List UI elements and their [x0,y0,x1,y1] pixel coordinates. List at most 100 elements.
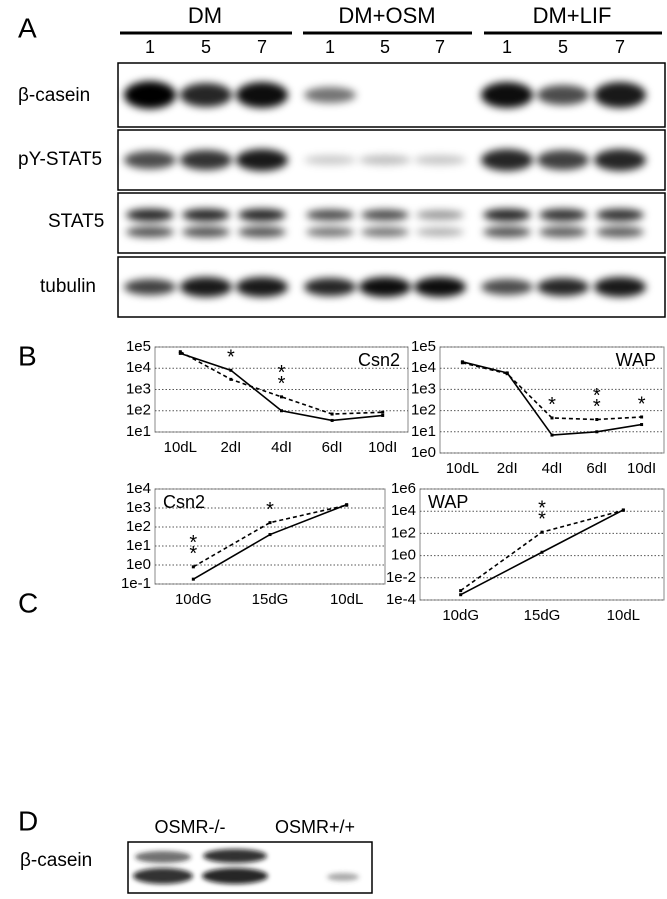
group-label: OSMR-/- [155,817,226,837]
point [381,410,385,414]
panel-label: A [18,12,37,43]
x-tick-label: 10dL [446,460,479,477]
blot-bands [124,277,646,297]
annotation: * [538,497,546,519]
y-tick-label: 1e5 [126,338,151,355]
x-tick-label: 10dG [442,607,479,624]
row-label: STAT5 [48,211,104,232]
band [126,226,174,238]
band [481,82,533,108]
band [537,278,589,296]
band [483,208,531,222]
band [182,208,230,222]
point [330,412,334,416]
point [178,351,182,355]
point [640,415,644,419]
point [268,521,272,525]
row-label: tubulin [40,276,96,297]
group-label: OSMR+/+ [275,817,355,837]
band [359,277,411,297]
band [182,226,230,238]
lane-label: 5 [201,37,211,57]
point [178,350,182,354]
band [238,226,286,238]
point [191,565,195,569]
y-tick-label: 1e-2 [386,569,416,586]
point [550,416,554,420]
y-tick-label: 1e-4 [386,591,416,608]
row-label: β-casein [18,85,90,106]
band [236,277,288,297]
panel-label: D [18,805,38,836]
y-tick-label: 1e1 [126,423,151,440]
point [459,593,463,597]
band [416,227,464,237]
band [361,209,409,221]
point [540,550,544,554]
point [381,413,385,417]
band [596,208,644,222]
y-tick-label: 1e2 [391,524,416,541]
x-tick-label: 10dG [175,591,212,608]
annotation: * [593,396,601,418]
band [594,82,646,108]
series-line [192,504,347,568]
band [126,208,174,222]
y-tick-label: 1e2 [126,518,151,535]
band [304,155,356,165]
x-tick-label: 10dI [627,460,656,477]
point [280,409,283,413]
band [304,87,356,103]
group-label: DM+LIF [533,3,612,28]
lane-label: 1 [325,37,335,57]
point [280,395,283,399]
y-tick-label: 1e4 [126,359,151,376]
point [330,418,334,422]
band [483,226,531,238]
point [550,433,554,437]
annotation: * [189,532,197,554]
annotation: * [538,508,546,530]
point [505,372,509,376]
band [359,155,411,165]
lane-label: 1 [145,37,155,57]
y-tick-label: 1e2 [126,402,151,419]
chart-title: Csn2 [358,350,400,370]
y-tick-label: 1e6 [391,480,416,497]
band [304,278,356,296]
annotation: * [189,543,197,565]
band [180,150,232,170]
annotation: * [266,499,274,521]
y-tick-label: 1e1 [126,537,151,554]
point [595,430,599,434]
blot-frame [127,841,373,894]
annotation: * [227,347,235,369]
y-tick-label: 1e4 [411,359,436,376]
chart-title: Csn2 [163,492,205,512]
plot-frame [154,488,386,585]
band [596,226,644,238]
series-line [179,351,383,415]
band [361,227,409,237]
chart-title: WAP [428,492,468,512]
annotation: * [278,362,286,384]
y-tick-label: 1e2 [411,402,436,419]
blot-panel [117,62,666,318]
x-tick-label: 2dI [220,439,241,456]
x-tick-label: 4dI [271,439,292,456]
point [345,503,349,507]
y-tick-label: 1e-1 [121,575,151,592]
y-tick-label: 1e5 [411,338,436,355]
x-tick-label: 10dL [164,439,197,456]
band [180,277,232,297]
point [460,361,464,365]
band [306,209,354,221]
annotation: * [593,385,601,407]
blot-bands [126,208,644,238]
blot-bands [133,849,359,884]
x-tick-label: 6dI [586,460,607,477]
point [595,418,599,422]
x-tick-label: 10dL [607,607,640,624]
band [180,83,232,107]
